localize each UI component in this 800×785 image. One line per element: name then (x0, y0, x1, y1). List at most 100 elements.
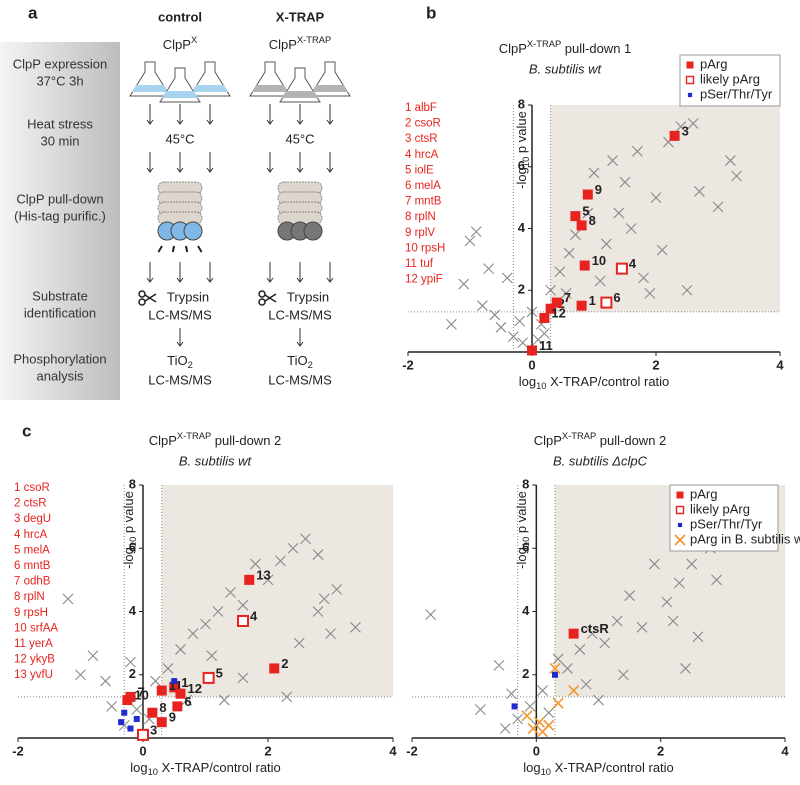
arrow-head (326, 119, 334, 125)
chart-title-base: ClpP (499, 41, 527, 56)
point (200, 618, 211, 630)
chart-title-sup: X-TRAP (562, 431, 596, 441)
gene-label: 11 yerA (14, 638, 53, 650)
point (131, 704, 143, 715)
point (127, 725, 134, 732)
point (474, 704, 486, 715)
ms-method: LC-MS/MS (268, 372, 332, 387)
protein-name-sup: X (191, 35, 198, 45)
point (656, 244, 668, 256)
point (619, 176, 631, 188)
substrate (171, 245, 175, 253)
point (514, 315, 525, 327)
y-axis-title-rest: p value (121, 491, 136, 537)
x-tick-label: 2 (657, 743, 664, 758)
legend-marker (674, 534, 686, 546)
point (588, 167, 600, 179)
arrow-head (296, 167, 304, 173)
chart-title-sup: X-TRAP (527, 39, 561, 49)
point (725, 155, 736, 166)
point (582, 207, 594, 219)
arrow-head (266, 277, 274, 283)
substrate (185, 245, 189, 253)
y-axis-title-base: -log (121, 547, 136, 569)
x-axis-title-rest: X-TRAP/control ratio (546, 374, 669, 389)
legend-label: pArg (690, 486, 717, 501)
chart-subtitle: B. subtilis ΔclpC (553, 453, 648, 468)
point (669, 130, 680, 141)
point (187, 628, 199, 640)
chart-title-rest: pull-down 2 (211, 433, 281, 448)
point (576, 220, 587, 231)
point (156, 685, 167, 696)
point (582, 189, 593, 200)
point (673, 577, 685, 589)
x-axis-title-sub: 10 (148, 767, 158, 777)
legend-label: pArg in B. subtilis wt (690, 531, 800, 546)
point (458, 278, 470, 290)
gene-label: 12 ykyB (14, 654, 55, 666)
flask-liquid (312, 85, 348, 92)
row-label: identification (24, 305, 96, 320)
gene-label: 4 hrcA (405, 149, 439, 161)
arrow-head (206, 277, 214, 283)
point (489, 309, 501, 321)
chart-title-rest: pull-down 1 (561, 41, 631, 56)
arrow-head (176, 119, 184, 125)
point (574, 644, 586, 655)
row-label: analysis (37, 368, 84, 383)
point (281, 691, 293, 703)
point (594, 275, 606, 287)
row-label: 30 min (40, 133, 79, 148)
point (617, 669, 629, 681)
point (206, 650, 218, 662)
point (511, 703, 518, 710)
x-axis-title-sub: 10 (541, 767, 551, 777)
x-tick-label: 2 (652, 357, 659, 372)
point (712, 201, 724, 213)
point (694, 186, 705, 197)
point-label: 4 (250, 608, 258, 623)
ms-method: LC-MS/MS (148, 307, 212, 322)
ms-method: LC-MS/MS (148, 372, 212, 387)
arrow-head (326, 167, 334, 173)
point (586, 628, 598, 640)
row-label: Phosphorylation (13, 351, 106, 366)
point (446, 318, 457, 330)
point-label: 9 (169, 710, 176, 725)
gene-label: 1 albF (405, 102, 437, 114)
x-axis-title-base: log (519, 374, 536, 389)
panel-label: b (426, 3, 436, 22)
legend-label: likely pArg (700, 71, 760, 86)
y-tick-label: 4 (129, 603, 137, 618)
point (293, 637, 305, 649)
gene-label: 5 melA (14, 544, 50, 556)
gene-label: 6 melA (405, 180, 441, 192)
point (250, 558, 261, 570)
point (554, 266, 566, 278)
y-axis-title: -log10 p value (514, 111, 531, 189)
point (212, 606, 224, 617)
point-label: 13 (256, 567, 270, 582)
gene-label: 2 ctsR (14, 498, 47, 510)
scissors (138, 290, 146, 298)
point-label: 12 (551, 305, 565, 320)
y-axis-title-base: -log (514, 167, 529, 189)
flask-liquid (132, 85, 168, 92)
point (539, 328, 550, 339)
y-axis-title-sub: 10 (521, 157, 531, 167)
gene-label: 3 degU (14, 513, 51, 525)
point (661, 596, 673, 608)
legend-marker (676, 491, 684, 499)
gene-label: 7 mntB (405, 196, 442, 208)
legend-label: pSer/Thr/Tyr (700, 86, 773, 101)
flask-liquid (192, 85, 228, 92)
point-label: 6 (184, 694, 191, 709)
point (675, 121, 687, 133)
point (87, 650, 99, 662)
arrow-head (176, 167, 184, 173)
gene-label: 13 yvfU (14, 669, 53, 681)
point (300, 533, 311, 545)
chart-title: ClpPX-TRAP pull-down 1 (499, 39, 632, 56)
panel-a: ClpP expression 37°C 3h Heat stress 30 min C… (13, 9, 351, 387)
